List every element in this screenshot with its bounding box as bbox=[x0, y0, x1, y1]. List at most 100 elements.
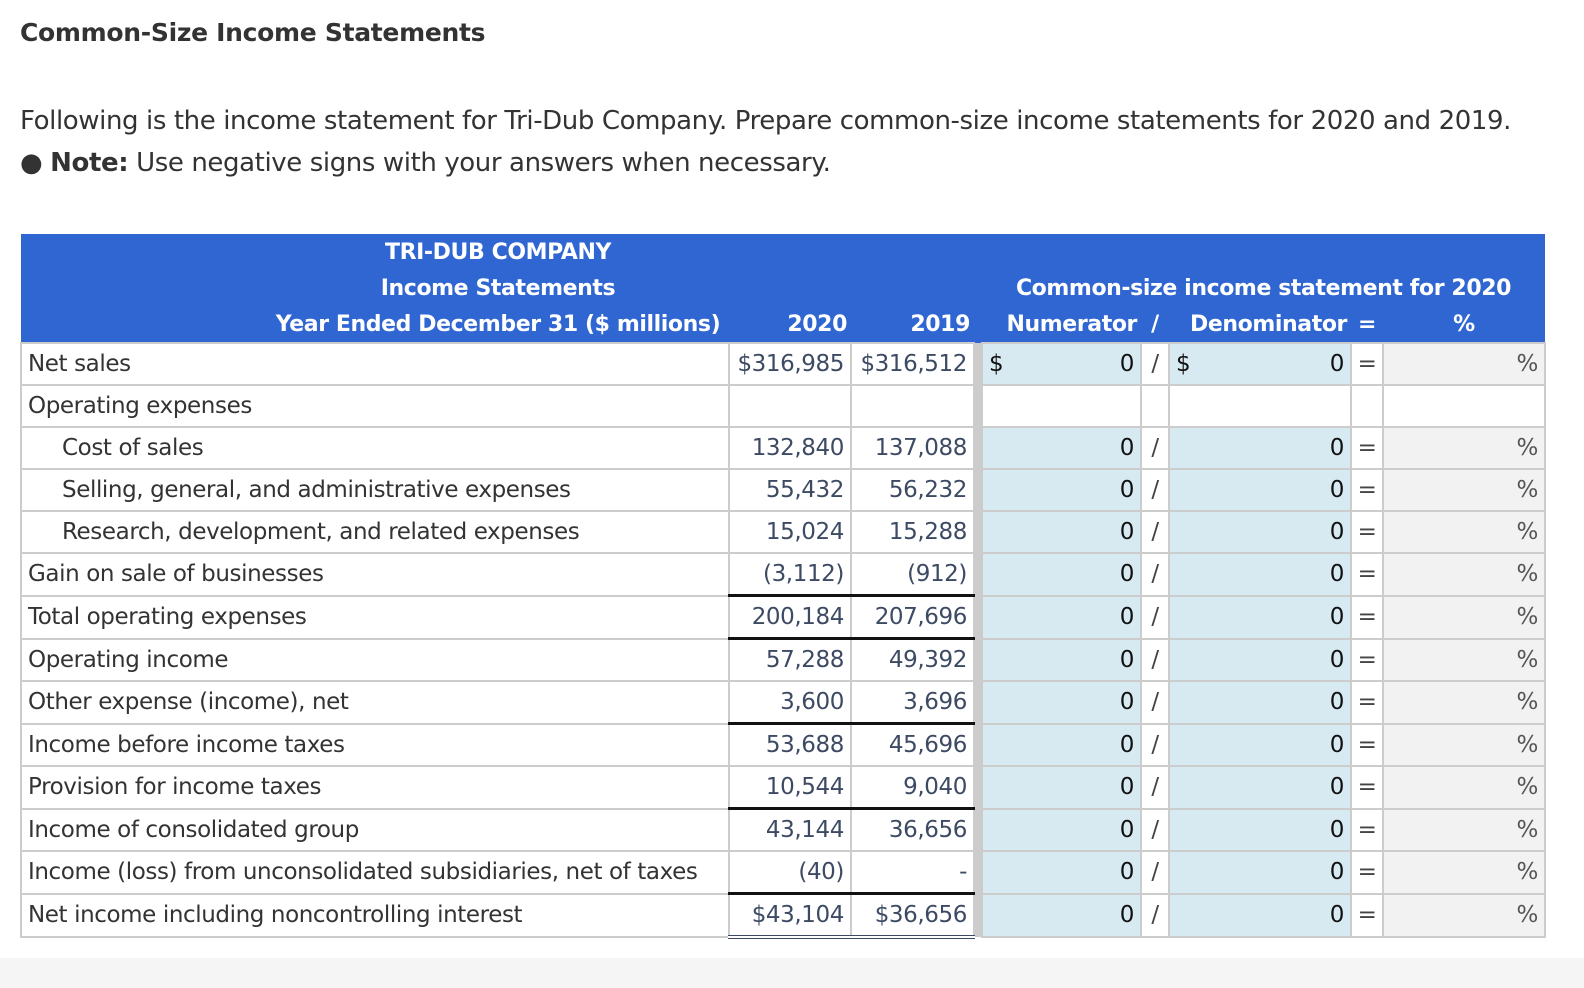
numerator-value[interactable]: 0 bbox=[1119, 902, 1135, 929]
denominator-value[interactable]: 0 bbox=[1329, 477, 1345, 503]
table-row: Gain on sale of businesses (3,112) (912) 0/… bbox=[20, 552, 1546, 597]
row-label: Income (loss) from unconsolidated subsid… bbox=[20, 850, 730, 895]
numerator-input[interactable]: $0 bbox=[981, 342, 1142, 386]
column-divider bbox=[974, 511, 982, 553]
denominator-input[interactable]: 0 bbox=[1168, 552, 1352, 597]
percent-result: % bbox=[1382, 637, 1546, 682]
column-divider bbox=[974, 681, 982, 724]
percent-result: % bbox=[1382, 552, 1546, 597]
table-row: Total operating expenses 200,184 207,696 0/… bbox=[20, 594, 1546, 640]
denominator-value[interactable]: 0 bbox=[1329, 604, 1345, 630]
denominator-input[interactable]: 0 bbox=[1168, 510, 1352, 554]
numerator-value[interactable]: 0 bbox=[1119, 816, 1135, 843]
slash-sign: / bbox=[1140, 342, 1170, 386]
table-row: Cost of sales 132,840 137,088 0/0 =% bbox=[20, 426, 1546, 470]
instructions: Following is the income statement for Tr… bbox=[20, 100, 1511, 184]
col-2019: 2019 bbox=[851, 306, 974, 343]
currency-sign: $ bbox=[1176, 351, 1191, 377]
numerator-value[interactable]: 0 bbox=[1119, 689, 1135, 716]
denominator-value[interactable]: 0 bbox=[1329, 519, 1345, 545]
numerator-input[interactable]: 0 bbox=[981, 722, 1142, 767]
col-percent: % bbox=[1383, 306, 1545, 343]
denominator-input[interactable]: 0 bbox=[1168, 722, 1352, 767]
denominator-value[interactable]: 0 bbox=[1329, 902, 1345, 929]
value-2019: 36,656 bbox=[850, 807, 975, 852]
row-label: Net sales bbox=[20, 342, 730, 386]
row-label: Provision for income taxes bbox=[20, 765, 730, 810]
percent-result: % bbox=[1382, 892, 1546, 938]
page-title: Common-Size Income Statements bbox=[20, 18, 486, 47]
numerator-input[interactable]: 0 bbox=[981, 426, 1142, 470]
column-divider bbox=[974, 469, 982, 511]
table-row: Net sales $316,985 $316,512 $0/$0 =% bbox=[20, 342, 1546, 386]
column-divider bbox=[974, 427, 982, 469]
percent-result: % bbox=[1382, 680, 1546, 725]
numerator-value[interactable]: 0 bbox=[1119, 351, 1135, 377]
denominator-value[interactable]: 0 bbox=[1329, 351, 1345, 377]
denominator-input[interactable]: 0 bbox=[1168, 468, 1352, 512]
numerator-input[interactable]: 0 bbox=[981, 637, 1142, 682]
table-row: Income (loss) from unconsolidated subsid… bbox=[20, 850, 1546, 895]
numerator-input[interactable]: 0 bbox=[981, 850, 1142, 895]
percent-result: % bbox=[1382, 765, 1546, 810]
denominator-input[interactable]: 0 bbox=[1168, 680, 1352, 725]
numerator-value[interactable]: 0 bbox=[1119, 774, 1135, 801]
denominator-value[interactable]: 0 bbox=[1329, 859, 1345, 886]
denominator-value[interactable]: 0 bbox=[1329, 816, 1345, 843]
denominator-value[interactable]: 0 bbox=[1329, 435, 1345, 461]
numerator-input[interactable]: 0 bbox=[981, 807, 1142, 852]
numerator-value[interactable]: 0 bbox=[1119, 859, 1135, 886]
percent-result: % bbox=[1382, 594, 1546, 640]
slash-sign: / bbox=[1140, 680, 1170, 725]
denominator-input[interactable]: 0 bbox=[1168, 765, 1352, 810]
denominator-input[interactable]: 0 bbox=[1168, 637, 1352, 682]
numerator-input[interactable]: 0 bbox=[981, 765, 1142, 810]
col-2020: 2020 bbox=[729, 306, 851, 343]
numerator-value[interactable]: 0 bbox=[1119, 646, 1135, 673]
equals-sign: = bbox=[1350, 722, 1384, 767]
note-text: Use negative signs with your answers whe… bbox=[128, 148, 831, 178]
common-size-title: Common-size income statement for 2020 bbox=[982, 270, 1545, 306]
denominator-value[interactable]: 0 bbox=[1329, 561, 1345, 588]
numerator-value[interactable]: 0 bbox=[1119, 561, 1135, 588]
numerator-value[interactable]: 0 bbox=[1119, 604, 1135, 630]
numerator-input[interactable]: 0 bbox=[981, 680, 1142, 725]
denominator-value[interactable]: 0 bbox=[1329, 646, 1345, 673]
numerator-input[interactable]: 0 bbox=[981, 594, 1142, 640]
numerator-input[interactable]: 0 bbox=[981, 552, 1142, 597]
equals-sign: = bbox=[1350, 807, 1384, 852]
row-label: Other expense (income), net bbox=[20, 680, 730, 725]
numerator-value[interactable]: 0 bbox=[1119, 477, 1135, 503]
numerator-input[interactable]: 0 bbox=[981, 510, 1142, 554]
value-2020: 15,024 bbox=[728, 510, 852, 554]
income-statement-table: TRI-DUB COMPANY Income Statements Common… bbox=[20, 234, 1546, 939]
percent-cell bbox=[1382, 384, 1546, 428]
numerator-value[interactable]: 0 bbox=[1119, 731, 1135, 758]
denominator-input[interactable]: 0 bbox=[1168, 594, 1352, 640]
denominator-input[interactable]: 0 bbox=[1168, 892, 1352, 938]
value-2020: 55,432 bbox=[728, 468, 852, 512]
numerator-input[interactable]: 0 bbox=[981, 468, 1142, 512]
numerator-value[interactable]: 0 bbox=[1119, 519, 1135, 545]
numerator-value[interactable]: 0 bbox=[1119, 435, 1135, 461]
col-denominator: Denominator bbox=[1169, 306, 1351, 343]
denominator-value[interactable]: 0 bbox=[1329, 689, 1345, 716]
denominator-input[interactable]: $0 bbox=[1168, 342, 1352, 386]
denominator-input[interactable]: 0 bbox=[1168, 807, 1352, 852]
denominator-input[interactable]: 0 bbox=[1168, 850, 1352, 895]
value-2019: 9,040 bbox=[850, 765, 975, 810]
denominator-value[interactable]: 0 bbox=[1329, 774, 1345, 801]
percent-result: % bbox=[1382, 426, 1546, 470]
column-divider bbox=[974, 723, 982, 766]
slash-sign: / bbox=[1140, 552, 1170, 597]
numerator-input[interactable]: 0 bbox=[981, 892, 1142, 938]
denominator-input[interactable]: 0 bbox=[1168, 426, 1352, 470]
percent-result: % bbox=[1382, 342, 1546, 386]
instructions-text: Following is the income statement for Tr… bbox=[20, 106, 1512, 136]
value-2020: 53,688 bbox=[728, 722, 852, 767]
denominator-value[interactable]: 0 bbox=[1329, 731, 1345, 758]
slash-sign: / bbox=[1140, 807, 1170, 852]
row-label: Income of consolidated group bbox=[20, 807, 730, 852]
slash-sign: / bbox=[1140, 468, 1170, 512]
row-label: Cost of sales bbox=[20, 426, 730, 470]
